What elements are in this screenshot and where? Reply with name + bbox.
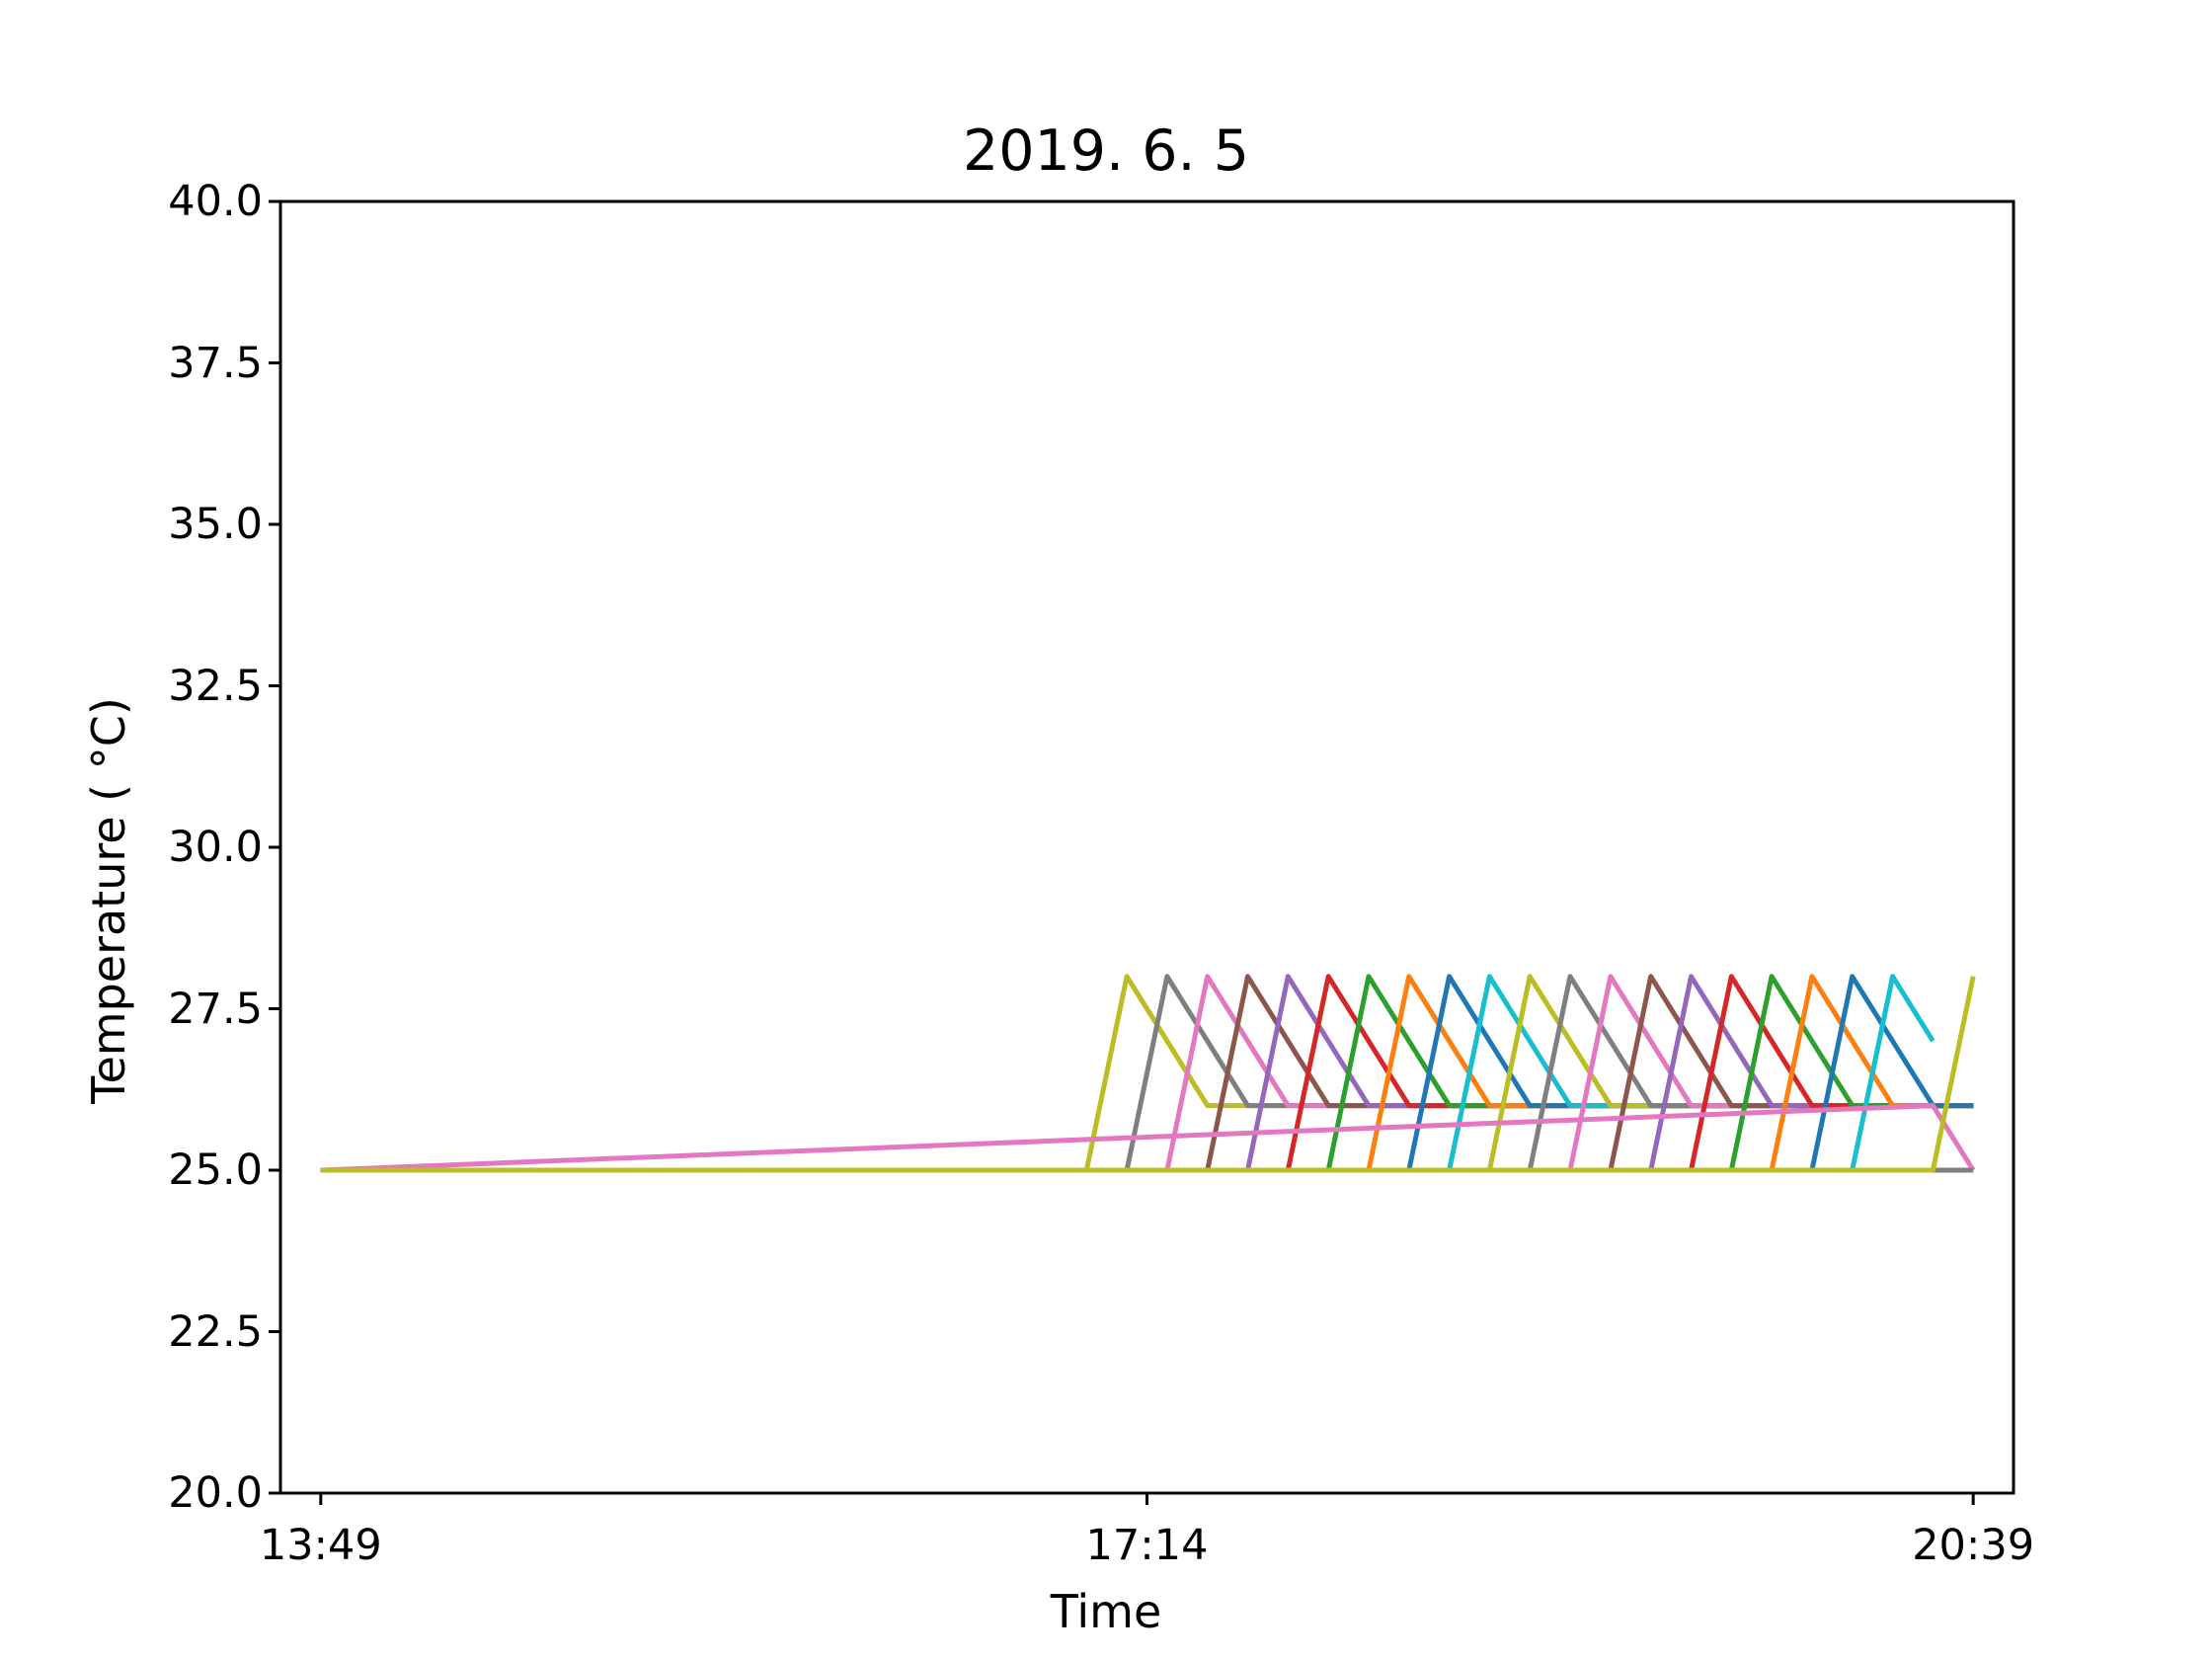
- x-tick-label: 13:49: [259, 1521, 382, 1570]
- series-line-20: [320, 974, 1936, 1173]
- series-lines: [320, 974, 1976, 1173]
- y-tick-label: 25.0: [168, 1146, 263, 1195]
- y-tick-label: 27.5: [168, 984, 263, 1034]
- x-tick-label: 17:14: [1085, 1521, 1209, 1570]
- chart-title: 2019. 6. 5: [962, 118, 1250, 184]
- series-line-21: [320, 1103, 1976, 1173]
- x-tick-label: 20:39: [1912, 1521, 2035, 1570]
- y-tick-label: 20.0: [168, 1468, 263, 1518]
- series-line-23: [320, 976, 1976, 1173]
- y-tick-label: 37.5: [168, 338, 263, 388]
- y-tick-label: 35.0: [168, 500, 263, 549]
- y-tick-label: 22.5: [168, 1306, 263, 1357]
- x-axis-label: Time: [1050, 1585, 1162, 1638]
- y-axis-label: Temperature ( °C): [82, 697, 135, 1104]
- axes-frame: [278, 199, 2015, 1495]
- y-tick-label: 40.0: [168, 177, 263, 226]
- y-tick-label: 30.0: [168, 823, 263, 872]
- y-tick-label: 32.5: [168, 661, 263, 711]
- axis-ticks: [269, 199, 1975, 1505]
